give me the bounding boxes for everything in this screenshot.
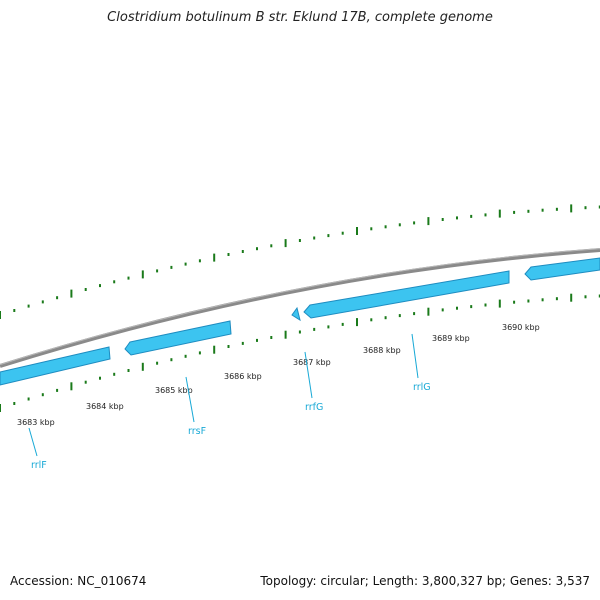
- gene-arrow-rrsF[interactable]: [124, 320, 232, 356]
- gene-label-rrsF[interactable]: rrsF: [188, 426, 206, 437]
- chromosome-backbone: [0, 248, 600, 368]
- scale-label: 3688 kbp: [363, 346, 401, 355]
- scale-label: 3686 kbp: [224, 372, 262, 381]
- gene-arrow-next[interactable]: [524, 257, 600, 281]
- outer-tick-row: [0, 204, 600, 319]
- gene-arrow-rrlF[interactable]: [0, 346, 111, 386]
- leader-rrlG: [411, 333, 419, 379]
- gene-leader-lines: [28, 333, 419, 457]
- gene-label-rrlF[interactable]: rrlF: [31, 460, 47, 471]
- scale-label: 3684 kbp: [86, 402, 124, 411]
- genome-summary-text: Topology: circular; Length: 3,800,327 bp…: [260, 574, 590, 588]
- scale-label: 3685 kbp: [155, 386, 193, 395]
- feature-track: [0, 257, 600, 386]
- map-title: Clostridium botulinum B str. Eklund 17B,…: [107, 10, 493, 25]
- leader-rrlF: [28, 427, 38, 457]
- gene-labels: rrlF rrsF rrfG rrlG: [31, 382, 431, 471]
- accession-text: Accession: NC_010674: [10, 574, 147, 588]
- gene-label-rrlG[interactable]: rrlG: [413, 382, 431, 393]
- scale-label: 3683 kbp: [17, 418, 55, 427]
- gene-label-rrfG[interactable]: rrfG: [305, 402, 323, 413]
- leader-rrfG: [304, 351, 313, 399]
- scale-label: 3689 kbp: [432, 334, 470, 343]
- leader-rrsF: [185, 376, 195, 423]
- scale-label: 3690 kbp: [502, 323, 540, 332]
- gene-arrow-rrfG[interactable]: [291, 306, 301, 322]
- gene-arrow-rrlG[interactable]: [303, 270, 510, 319]
- chromosome-backbone-highlight: [0, 248, 600, 366]
- inner-tick-row: [0, 293, 600, 412]
- scale-label: 3687 kbp: [293, 358, 331, 367]
- scale-labels: 3683 kbp 3684 kbp 3685 kbp 3686 kbp 3687…: [17, 323, 540, 427]
